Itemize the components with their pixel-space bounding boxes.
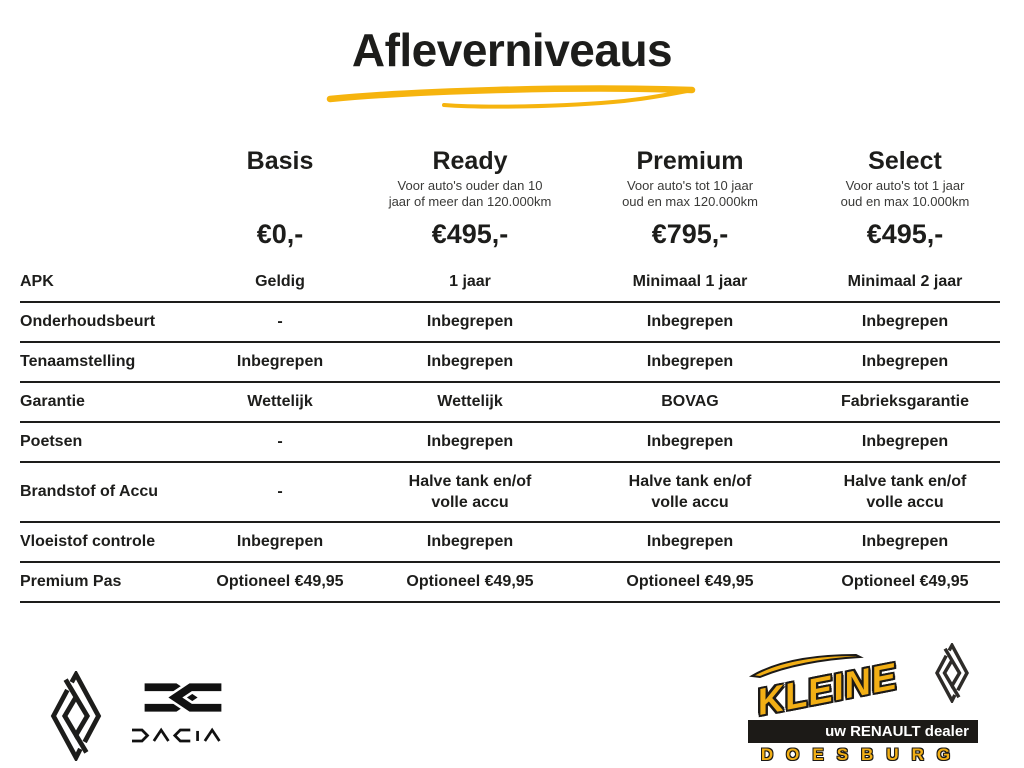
cell-ready: Inbegrepen [426,353,514,371]
plan-price: €0,- [256,218,304,249]
cell-select: Fabrieksgarantie [840,393,970,411]
dacia-wordmark [132,727,221,743]
plan-name: Ready [432,146,508,175]
plan-name: Premium [636,146,744,175]
table-row-onderhoudsbeurt: Onderhoudsbeurt - Inbegrepen Inbegrepen … [20,303,1000,343]
table-row-premium-pas: Premium Pas Optioneel €49,95 Optioneel €… [20,563,1000,603]
dealer-name-bottom: DOESBURG [760,745,964,764]
cell-select: Minimaal 2 jaar [847,273,963,291]
row-label: Garantie [20,392,85,410]
cell-ready: Inbegrepen [426,533,514,551]
cell-premium: Inbegrepen [646,313,734,331]
row-label: Vloeistof controle [20,532,156,550]
page-title: Afleverniveaus [351,24,673,76]
plan-column-ready: Ready Voor auto's ouder dan 10 jaar of m… [370,146,570,249]
cell-basis: - [277,313,283,331]
cell-basis: Geldig [255,273,305,291]
cell-basis: Optioneel €49,95 [216,573,344,591]
plan-price: €495,- [431,218,509,249]
footer: KLEINE uw RENAULT dealer DOESBURG [0,625,1024,768]
plan-name: Basis [246,146,314,175]
dealer-swoosh-icon [748,653,864,679]
table-row-brandstof-of-accu: Brandstof of Accu - Halve tank en/of vol… [20,463,1000,523]
cell-select: Inbegrepen [861,433,949,451]
cell-select: Inbegrepen [861,313,949,331]
cell-premium: Optioneel €49,95 [626,573,754,591]
row-label: Poetsen [20,432,83,450]
plan-subtitle: Voor auto's tot 10 jaar oud en max 120.0… [622,177,758,209]
table-row-vloeistof-controle: Vloeistof controle Inbegrepen Inbegrepen… [20,523,1000,563]
comparison-table: APK Geldig 1 jaar Minimaal 1 jaar Minima… [0,263,1024,603]
renault-diamond-icon [935,643,969,703]
plan-column-basis: Basis €0,- [190,146,370,249]
afleverniveaus-flyer: Afleverniveaus Basis €0,- Ready Voor aut… [0,25,1024,768]
cell-basis: Inbegrepen [236,533,324,551]
cell-premium: Minimaal 1 jaar [632,273,748,291]
cell-ready: 1 jaar [449,273,491,291]
dacia-link-emblem-icon [144,683,222,712]
cell-ready: Wettelijk [437,393,503,411]
title-underline-swoosh-icon [326,84,696,109]
cell-ready: Inbegrepen [426,313,514,331]
cell-basis: - [277,433,283,451]
cell-select: Inbegrepen [861,533,949,551]
cell-ready: Halve tank en/of volle accu [408,472,532,511]
cell-ready: Inbegrepen [426,433,514,451]
table-row-poetsen: Poetsen - Inbegrepen Inbegrepen Inbegrep… [20,423,1000,463]
dacia-logo [132,683,234,744]
cell-premium: Inbegrepen [646,433,734,451]
plan-column-select: Select Voor auto's tot 1 jaar oud en max… [810,146,1000,249]
cell-premium: BOVAG [661,393,719,411]
row-label: Onderhoudsbeurt [20,312,156,330]
cell-select: Halve tank en/of volle accu [843,472,967,511]
cell-ready: Optioneel €49,95 [406,573,534,591]
cell-basis: Wettelijk [247,393,313,411]
row-label: Brandstof of Accu [20,482,159,500]
cell-premium: Inbegrepen [646,533,734,551]
row-label: Premium Pas [20,572,122,590]
plan-price: €495,- [866,218,944,249]
header-spacer [20,146,190,249]
cell-select: Inbegrepen [861,353,949,371]
plan-price: €795,- [651,218,729,249]
plan-subtitle: Voor auto's tot 1 jaar oud en max 10.000… [840,177,970,209]
cell-basis: Inbegrepen [236,353,324,371]
cell-premium: Inbegrepen [646,353,734,371]
cell-basis: - [277,483,283,501]
cell-premium: Halve tank en/of volle accu [628,472,752,511]
plan-header-row: Basis €0,- Ready Voor auto's ouder dan 1… [20,146,1000,249]
cell-select: Optioneel €49,95 [841,573,969,591]
table-row-tenaamstelling: Tenaamstelling Inbegrepen Inbegrepen Inb… [20,343,1000,383]
table-row-garantie: Garantie Wettelijk Wettelijk BOVAG Fabri… [20,383,1000,423]
row-label: Tenaamstelling [20,352,136,370]
dealer-logo-kleine-doesburg: KLEINE uw RENAULT dealer DOESBURG [746,635,978,768]
plan-name: Select [868,146,942,175]
plan-subtitle: Voor auto's ouder dan 10 jaar of meer da… [388,177,552,209]
dealer-bar-text: uw RENAULT dealer [748,720,978,743]
plan-column-premium: Premium Voor auto's tot 10 jaar oud en m… [570,146,810,249]
renault-diamond-icon [50,671,102,761]
row-label: APK [20,272,54,290]
table-row-apk: APK Geldig 1 jaar Minimaal 1 jaar Minima… [20,263,1000,303]
